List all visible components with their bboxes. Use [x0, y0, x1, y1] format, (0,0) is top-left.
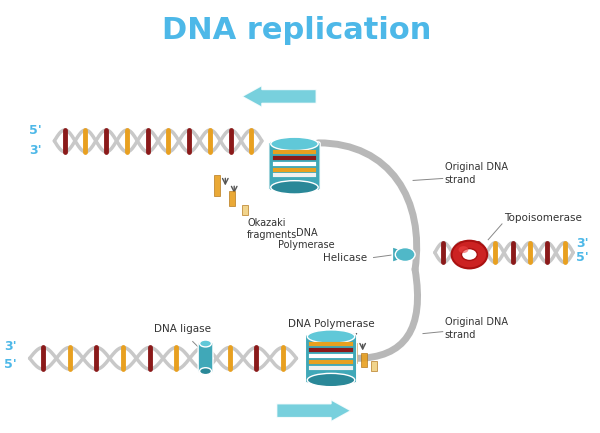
- Bar: [242, 205, 248, 215]
- Text: DNA replication: DNA replication: [162, 16, 431, 45]
- FancyBboxPatch shape: [269, 142, 320, 191]
- FancyArrow shape: [242, 86, 316, 107]
- Text: Original DNA
strand: Original DNA strand: [445, 162, 508, 185]
- Ellipse shape: [200, 340, 211, 347]
- Bar: [214, 174, 220, 196]
- Text: 3': 3': [29, 144, 41, 157]
- Ellipse shape: [200, 368, 211, 375]
- Text: 3': 3': [576, 237, 589, 250]
- FancyBboxPatch shape: [198, 342, 213, 373]
- Ellipse shape: [271, 181, 318, 194]
- Bar: [361, 353, 367, 367]
- Text: 3': 3': [4, 340, 17, 353]
- FancyArrow shape: [277, 400, 351, 422]
- Text: DNA
Polymerase: DNA Polymerase: [278, 228, 335, 250]
- Polygon shape: [392, 247, 415, 262]
- Ellipse shape: [271, 137, 318, 151]
- Text: Original DNA
strand: Original DNA strand: [445, 317, 508, 340]
- Text: DNA Polymerase: DNA Polymerase: [288, 319, 374, 329]
- Text: 5': 5': [29, 124, 41, 137]
- FancyBboxPatch shape: [305, 335, 357, 383]
- Text: Topoisomerase: Topoisomerase: [504, 213, 582, 223]
- Ellipse shape: [452, 241, 487, 268]
- Ellipse shape: [461, 249, 478, 261]
- Bar: [371, 361, 377, 371]
- Bar: [351, 343, 357, 363]
- Ellipse shape: [307, 373, 355, 387]
- Text: 5': 5': [4, 358, 17, 371]
- Text: 5': 5': [576, 252, 589, 265]
- Bar: [229, 191, 235, 206]
- Text: Helicase: Helicase: [323, 252, 368, 262]
- Ellipse shape: [307, 330, 355, 343]
- Text: DNA ligase: DNA ligase: [154, 323, 211, 334]
- Ellipse shape: [458, 246, 469, 253]
- Text: Okazaki
fragments: Okazaki fragments: [247, 218, 298, 240]
- Ellipse shape: [395, 248, 415, 262]
